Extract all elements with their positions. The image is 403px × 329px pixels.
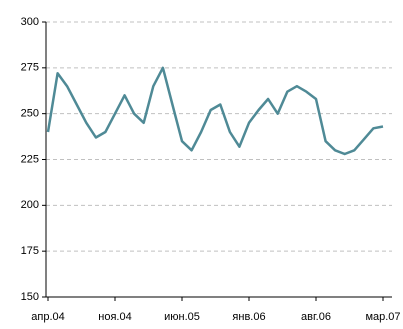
y-tick-label: 150: [21, 291, 39, 303]
y-tick-label: 275: [21, 62, 39, 74]
x-tick-label: апр.04: [31, 311, 64, 323]
x-tick-label: ноя.04: [98, 311, 131, 323]
x-tick-label: авг.06: [301, 311, 331, 323]
y-tick-label: 250: [21, 108, 39, 120]
x-tick-label: янв.06: [232, 311, 265, 323]
y-tick-label: 175: [21, 245, 39, 257]
y-tick-label: 225: [21, 153, 39, 165]
x-tick-label: мар.07: [365, 311, 400, 323]
y-tick-label: 300: [21, 16, 39, 28]
data-line: [46, 66, 384, 156]
y-tick-label: 200: [21, 199, 39, 211]
x-tick-label: июн.05: [164, 311, 200, 323]
